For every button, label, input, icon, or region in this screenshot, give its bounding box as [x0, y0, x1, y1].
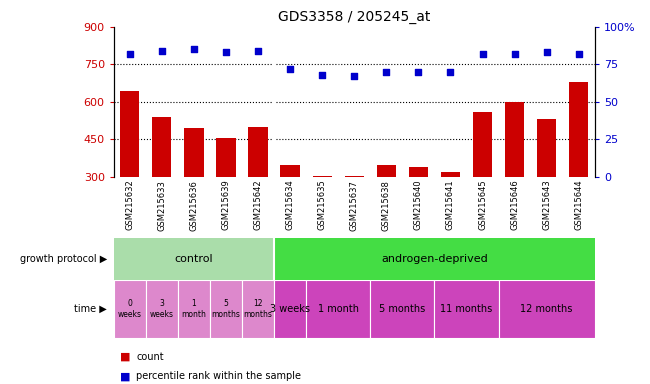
Bar [370, 280, 434, 338]
Text: 1
month: 1 month [181, 300, 206, 319]
Text: ■: ■ [120, 371, 131, 381]
Text: 0
weeks: 0 weeks [118, 300, 142, 319]
Bar [114, 238, 274, 280]
Bar [274, 280, 306, 338]
Title: GDS3358 / 205245_at: GDS3358 / 205245_at [278, 10, 430, 25]
Text: GSM215644: GSM215644 [574, 180, 583, 230]
Bar [499, 280, 595, 338]
Text: GSM215634: GSM215634 [285, 180, 294, 230]
Text: 12 months: 12 months [521, 304, 573, 314]
Point [573, 51, 584, 57]
Bar [306, 280, 370, 338]
Point [125, 51, 135, 57]
Bar [152, 117, 172, 177]
Bar [114, 280, 146, 338]
Point [317, 72, 328, 78]
Point [413, 69, 424, 75]
Text: GSM215638: GSM215638 [382, 180, 391, 230]
Bar [537, 119, 556, 177]
Point [349, 73, 359, 79]
Bar [473, 112, 492, 177]
Bar [505, 102, 524, 177]
Text: GSM215643: GSM215643 [542, 180, 551, 230]
Text: ■: ■ [120, 352, 131, 362]
Text: growth protocol ▶: growth protocol ▶ [20, 254, 107, 264]
Bar [120, 91, 139, 177]
Bar [216, 139, 235, 177]
Point [381, 69, 391, 75]
Point [477, 51, 488, 57]
Point [253, 48, 263, 54]
Point [285, 66, 295, 72]
Text: 5
months: 5 months [211, 300, 240, 319]
Bar [242, 280, 274, 338]
Bar [248, 127, 268, 177]
Point [188, 46, 199, 53]
Text: percentile rank within the sample: percentile rank within the sample [136, 371, 302, 381]
Bar [377, 166, 396, 177]
Text: GSM215635: GSM215635 [318, 180, 327, 230]
Bar [409, 167, 428, 177]
Text: GSM215633: GSM215633 [157, 180, 166, 230]
Text: 5 months: 5 months [379, 304, 426, 314]
Bar [185, 128, 203, 177]
Point [541, 49, 552, 55]
Text: 12
months: 12 months [244, 300, 272, 319]
Text: GSM215632: GSM215632 [125, 180, 135, 230]
Text: GSM215636: GSM215636 [189, 180, 198, 230]
Text: GSM215646: GSM215646 [510, 180, 519, 230]
Text: GSM215639: GSM215639 [222, 180, 231, 230]
Text: 3 weeks: 3 weeks [270, 304, 310, 314]
Point [157, 48, 167, 54]
Text: 1 month: 1 month [318, 304, 359, 314]
Bar [281, 166, 300, 177]
Text: GSM215640: GSM215640 [414, 180, 423, 230]
Bar [344, 176, 364, 177]
Text: GSM215642: GSM215642 [254, 180, 263, 230]
Bar [178, 280, 210, 338]
Bar [210, 280, 242, 338]
Point [445, 69, 456, 75]
Bar [313, 176, 332, 177]
Bar [274, 238, 595, 280]
Text: count: count [136, 352, 164, 362]
Bar [434, 280, 499, 338]
Point [221, 49, 231, 55]
Text: GSM215641: GSM215641 [446, 180, 455, 230]
Text: control: control [175, 254, 213, 264]
Text: GSM215645: GSM215645 [478, 180, 487, 230]
Text: 11 months: 11 months [440, 304, 493, 314]
Text: androgen-deprived: androgen-deprived [381, 254, 488, 264]
Bar [146, 280, 178, 338]
Point [510, 51, 520, 57]
Text: 3
weeks: 3 weeks [150, 300, 174, 319]
Text: GSM215637: GSM215637 [350, 180, 359, 230]
Text: time ▶: time ▶ [75, 304, 107, 314]
Bar [569, 82, 588, 177]
Bar [441, 172, 460, 177]
